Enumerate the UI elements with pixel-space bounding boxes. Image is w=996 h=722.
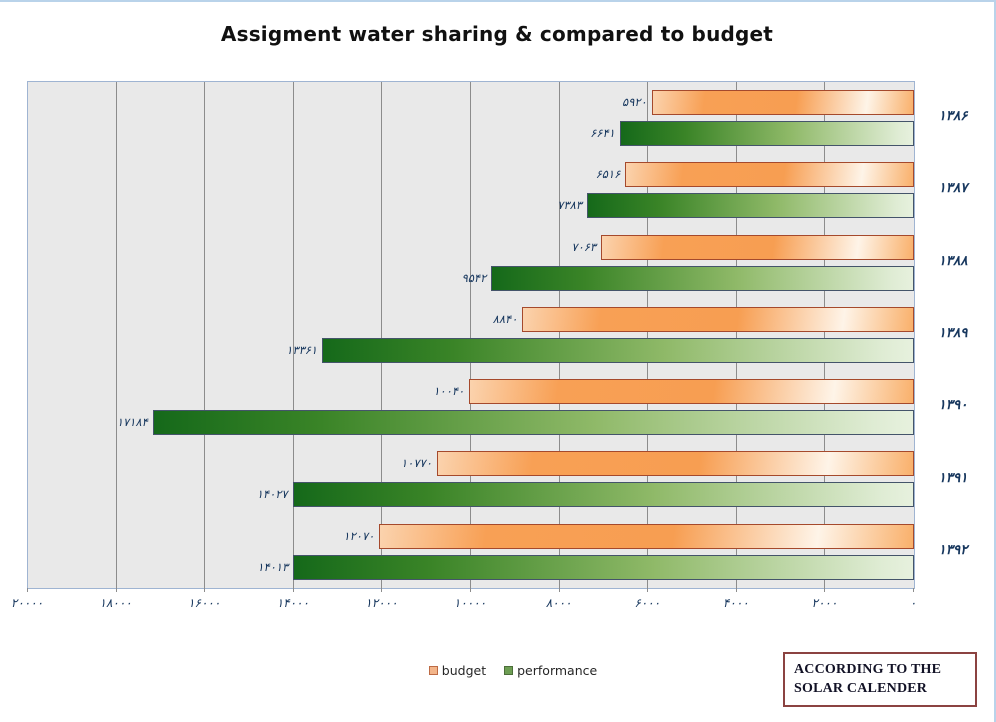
gridline-16000 — [204, 82, 206, 588]
legend-label-budget: budget — [441, 663, 487, 678]
tickmark-14000 — [292, 588, 294, 592]
budget-value-label-1388: ۷۰۶۳ — [571, 239, 597, 254]
gridline-18000 — [115, 82, 117, 588]
legend-item-performance: performance — [504, 663, 597, 678]
budget-value-label-1390: ۱۰۰۴۰ — [433, 384, 465, 399]
performance-bar-1388 — [491, 265, 914, 291]
performance-bar-1389 — [322, 337, 914, 363]
budget-bar-1389 — [522, 306, 914, 332]
gridline-14000 — [292, 82, 294, 588]
budget-bar-1390 — [469, 379, 914, 405]
performance-value-label-1391: ۱۴۰۲۷ — [256, 487, 288, 502]
x-tick-label-12000: ۱۲۰۰۰ — [365, 596, 398, 610]
performance-bar-1391 — [292, 482, 914, 508]
x-tick-label-20000: ۲۰۰۰۰ — [10, 596, 44, 610]
budget-value-label-1392: ۱۲۰۷۰ — [343, 528, 375, 543]
performance-value-label-1388: ۹۵۴۲ — [461, 270, 487, 285]
x-tick-label-16000: ۱۶۰۰۰ — [188, 596, 221, 610]
budget-value-label-1391: ۱۰۷۷۰ — [401, 456, 432, 471]
category-axis: ۱۳۸۶ ۱۳۸۷ ۱۳۸۸ ۱۳۸۹ ۱۳۹۰ ۱۳۹۱ ۱۳۹۲ — [913, 81, 993, 587]
budget-value-label-1389: ۸۸۴۰ — [492, 311, 518, 326]
tickmark-2000 — [824, 588, 826, 592]
legend-item-budget: budget — [428, 663, 487, 678]
performance-value-label-1386: ۶۶۴۱ — [590, 126, 615, 140]
year-label-1386: ۱۳۸۶ — [938, 108, 968, 125]
gridline-10000 — [470, 82, 471, 588]
gridline-8000 — [558, 82, 560, 588]
year-label-1387: ۱۳۸۷ — [938, 180, 968, 197]
budget-bar-1392 — [379, 523, 914, 549]
tickmark-4000 — [735, 588, 737, 592]
year-label-1392: ۱۳۹۲ — [938, 541, 968, 558]
tickmark-0 — [913, 588, 914, 592]
legend: budget performance — [16, 663, 994, 678]
tickmark-10000 — [470, 588, 471, 592]
tickmark-12000 — [381, 588, 383, 592]
gridline-4000 — [735, 82, 737, 588]
performance-value-label-1387: ۷۳۸۳ — [557, 198, 582, 213]
performance-swatch-icon — [504, 666, 514, 675]
gridline-6000 — [647, 82, 649, 588]
x-tick-label-8000: ۸۰۰۰ — [545, 596, 572, 610]
budget-bar-1386 — [651, 90, 914, 115]
x-tick-label-10000: ۱۰۰۰۰ — [453, 596, 487, 610]
gridline-2000 — [824, 82, 826, 588]
x-tick-label-14000: ۱۴۰۰۰ — [276, 596, 309, 610]
legend-label-performance: performance — [517, 663, 598, 678]
budget-value-label-1387: ۶۵۱۶ — [595, 167, 621, 182]
x-tick-label-0: ۰ — [909, 596, 917, 610]
year-label-1390: ۱۳۹۰ — [938, 397, 968, 414]
budget-swatch-icon — [428, 666, 438, 675]
plot-area: ۵۹۲۰ ۶۶۴۱ ۶۵۱۶ ۷۳۸۳ ۷۰۶۳ ۹۵۴۲ ۸۸۴۰ ۱۳۳۶۱ ۱۰۰۴۰ ۱۷… — [27, 81, 915, 592]
budget-bar-1388 — [601, 234, 914, 260]
tickmark-20000 — [27, 588, 28, 592]
budget-bar-1391 — [436, 451, 914, 477]
performance-bar-1390 — [152, 410, 914, 436]
solar-calendar-note: ACCORDING TO THE SOLAR CALENDER — [783, 652, 977, 707]
x-tick-label-2000: ۲۰۰۰ — [811, 596, 838, 610]
performance-bar-1387 — [586, 193, 914, 219]
gridline-12000 — [381, 82, 383, 588]
x-tick-label-18000: ۱۸۰۰۰ — [99, 596, 132, 610]
tickmark-18000 — [115, 588, 117, 592]
note-line-2: SOLAR CALENDER — [794, 681, 928, 696]
budget-value-label-1386: ۵۹۲۰ — [622, 95, 647, 109]
tickmark-16000 — [204, 588, 206, 592]
budget-bar-1387 — [625, 162, 914, 188]
year-label-1389: ۱۳۸۹ — [938, 325, 968, 341]
performance-bar-1386 — [619, 121, 914, 146]
x-tick-label-6000: ۶۰۰۰ — [634, 596, 661, 610]
performance-value-label-1389: ۱۳۳۶۱ — [286, 342, 318, 357]
value-axis: ۲۰۰۰۰ ۱۸۰۰۰ ۱۶۰۰۰ ۱۴۰۰۰ ۱۲۰۰۰ ۱۰۰۰۰ ۸۰۰۰ ۶۰۰۰ ۴۰… — [11, 596, 917, 616]
year-label-1391: ۱۳۹۱ — [938, 469, 968, 486]
chart-title: Assigment water sharing & compared to bu… — [220, 22, 774, 46]
tickmark-6000 — [647, 588, 649, 592]
x-tick-label-4000: ۴۰۰۰ — [722, 596, 749, 610]
year-label-1388: ۱۳۸۸ — [938, 252, 968, 269]
performance-value-label-1392: ۱۴۰۱۳ — [257, 559, 289, 574]
performance-bar-1392 — [293, 554, 914, 580]
note-line-1: ACCORDING TO THE — [794, 662, 942, 677]
tickmark-8000 — [558, 588, 560, 592]
performance-value-label-1390: ۱۷۱۸۴ — [116, 415, 148, 430]
